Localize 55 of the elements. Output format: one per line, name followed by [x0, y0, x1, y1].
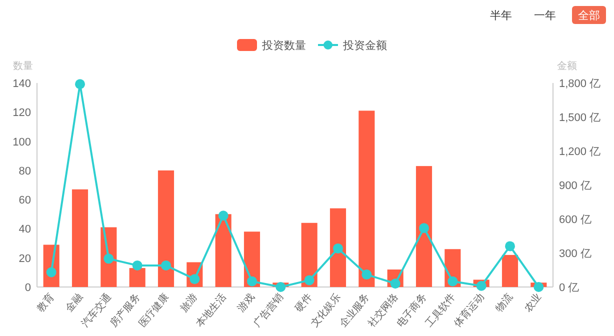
bar — [215, 214, 232, 287]
y2-tick-label: 0 亿 — [559, 282, 580, 294]
point — [390, 278, 400, 289]
point — [104, 254, 114, 264]
y-tick-label: 80 — [18, 165, 31, 178]
text: 半年 — [490, 9, 512, 22]
x-tick-label: 硬件 — [293, 292, 315, 314]
point — [75, 79, 85, 90]
point — [132, 260, 142, 270]
y2-tick-label: 1,200 亿 — [559, 146, 601, 158]
y2-tick-label: 600 亿 — [559, 214, 592, 226]
point — [476, 280, 486, 291]
x-tick-label: 农业 — [522, 291, 544, 314]
y-tick-label: 0 — [24, 282, 31, 294]
y-tick-label: 120 — [12, 107, 31, 120]
bar — [129, 268, 146, 287]
bar — [416, 166, 432, 287]
point — [247, 276, 257, 286]
x-tick-label: 旅游 — [178, 291, 200, 314]
point — [534, 282, 544, 292]
y-tick-label: 100 — [12, 136, 31, 148]
legend-label: 投资数量 — [261, 40, 306, 52]
y-tick-label: 40 — [18, 224, 31, 236]
x-tick-label: 教育 — [34, 291, 57, 314]
bar — [358, 110, 375, 287]
bar — [301, 222, 318, 287]
y2-tick-label: 1,500 亿 — [559, 112, 601, 124]
y-tick-label: 140 — [12, 78, 31, 90]
y2-tick-label: 1,800 亿 — [559, 78, 601, 90]
y-tick-label: 60 — [18, 194, 31, 207]
x-tick-label: 物流 — [493, 291, 516, 314]
point — [46, 267, 56, 278]
legend-label: 投资金额 — [342, 39, 387, 52]
point — [333, 243, 343, 254]
point — [161, 260, 171, 270]
bar — [330, 208, 346, 287]
y2-axis-title: 金额 — [557, 60, 577, 72]
point — [276, 282, 286, 292]
y-axis-title: 数量 — [13, 61, 33, 72]
point — [218, 210, 228, 221]
y-tick-label: 20 — [18, 252, 31, 265]
y2-tick-label: 900 亿 — [559, 180, 592, 192]
x-tick-label: 游戏 — [235, 291, 258, 314]
x-tick-label: 金融 — [63, 291, 86, 314]
bar — [72, 189, 88, 287]
point — [304, 275, 314, 286]
point — [505, 241, 515, 252]
text: 全部 — [578, 9, 600, 22]
y2-tick-label: 300 亿 — [559, 248, 592, 260]
bar — [158, 170, 174, 287]
point — [419, 223, 429, 234]
point — [362, 270, 372, 280]
bar — [502, 254, 518, 287]
text: 一年 — [534, 10, 556, 22]
point — [448, 276, 458, 286]
